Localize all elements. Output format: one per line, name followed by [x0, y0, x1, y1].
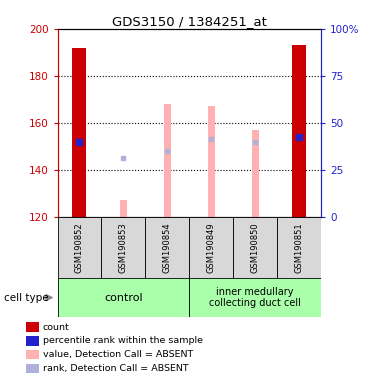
Bar: [58, 278, 189, 317]
Text: GSM190853: GSM190853: [119, 222, 128, 273]
Text: control: control: [104, 293, 143, 303]
Bar: [277, 217, 321, 278]
Text: rank, Detection Call = ABSENT: rank, Detection Call = ABSENT: [43, 364, 188, 373]
Bar: [72, 48, 86, 217]
Bar: [120, 200, 127, 217]
Bar: [189, 278, 321, 317]
Text: cell type: cell type: [4, 293, 48, 303]
Text: GSM190854: GSM190854: [163, 222, 172, 273]
Text: percentile rank within the sample: percentile rank within the sample: [43, 336, 203, 346]
Text: GSM190851: GSM190851: [295, 222, 303, 273]
Bar: [208, 106, 215, 217]
Bar: [292, 45, 306, 217]
Text: count: count: [43, 323, 69, 332]
Bar: [189, 217, 233, 278]
Text: value, Detection Call = ABSENT: value, Detection Call = ABSENT: [43, 350, 193, 359]
Bar: [145, 217, 189, 278]
Bar: [252, 130, 259, 217]
Text: GSM190850: GSM190850: [250, 222, 260, 273]
Bar: [101, 217, 145, 278]
Text: inner medullary
collecting duct cell: inner medullary collecting duct cell: [209, 287, 301, 308]
Bar: [58, 217, 101, 278]
Title: GDS3150 / 1384251_at: GDS3150 / 1384251_at: [112, 15, 267, 28]
Text: GSM190852: GSM190852: [75, 222, 84, 273]
Bar: [233, 217, 277, 278]
Text: GSM190849: GSM190849: [207, 222, 216, 273]
Bar: [164, 104, 171, 217]
